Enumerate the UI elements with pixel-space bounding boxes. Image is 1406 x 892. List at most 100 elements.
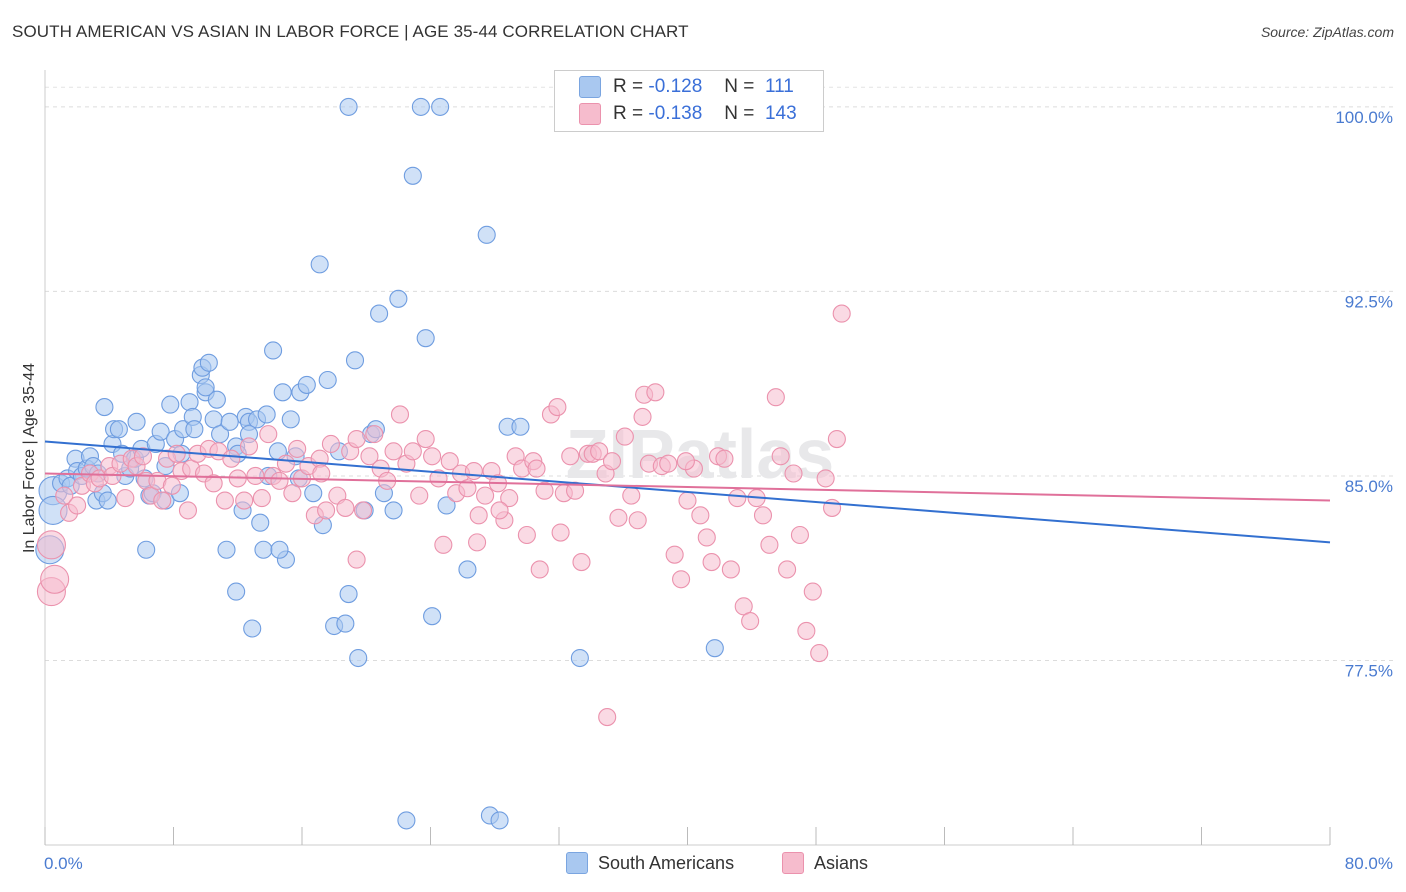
asian-point <box>464 461 483 481</box>
data-points <box>35 97 851 830</box>
asian-point <box>246 466 265 486</box>
south-american-point <box>403 166 422 185</box>
south-american-point <box>304 484 323 503</box>
asian-point <box>312 464 331 483</box>
asian-point <box>760 535 779 554</box>
asian-point <box>827 429 846 449</box>
series-legend: South Americans Asians <box>0 852 1406 878</box>
south-american-point <box>217 540 236 559</box>
n-label: N = <box>724 103 755 124</box>
south-american-point <box>95 398 114 417</box>
r-value: -0.138 <box>648 103 703 124</box>
asian-point <box>551 523 570 542</box>
legend-south-americans[interactable]: South Americans <box>566 852 734 874</box>
asian-point <box>500 489 519 508</box>
asian-point <box>259 425 278 444</box>
asian-point <box>384 442 403 461</box>
asian-point <box>561 447 580 466</box>
south-american-point <box>281 410 300 429</box>
asian-point <box>741 612 760 631</box>
r-label: R = <box>613 76 644 97</box>
x-tick-label: 0.0% <box>44 854 83 873</box>
south-american-point <box>127 412 146 431</box>
south-american-point <box>349 648 368 668</box>
asian-point <box>527 459 546 478</box>
south-american-point <box>310 255 329 274</box>
asian-point <box>239 437 259 456</box>
grid-lines <box>45 86 1395 661</box>
asian-point <box>615 427 634 446</box>
asian-point <box>790 525 809 545</box>
asian-point <box>721 560 740 579</box>
asian-point <box>416 429 435 449</box>
legend-label: Asians <box>814 852 869 873</box>
south-american-point <box>437 496 456 515</box>
south-american-point <box>705 639 724 658</box>
legend-label: South Americans <box>598 852 735 873</box>
south-american-point <box>570 648 589 668</box>
south-american-point <box>98 491 117 510</box>
asian-point <box>678 491 697 510</box>
asian-point <box>784 464 803 483</box>
asian-point <box>646 383 665 402</box>
asian-point <box>353 501 373 520</box>
south-american-point <box>318 370 337 390</box>
south-american-point <box>180 393 199 412</box>
asian-point <box>36 530 66 560</box>
asian-point <box>178 501 198 520</box>
asian-point <box>162 476 181 495</box>
asian-point <box>490 501 509 520</box>
south-american-point <box>336 614 355 633</box>
n-value: 143 <box>764 103 797 124</box>
asian-point <box>628 511 647 530</box>
asian-point <box>517 525 536 545</box>
south-american-point <box>257 405 276 424</box>
asian-point <box>609 508 628 527</box>
asian-point <box>530 560 549 579</box>
asian-point <box>691 506 710 525</box>
south-american-point <box>161 395 180 414</box>
asian-point <box>360 447 379 466</box>
south-american-point <box>196 378 215 397</box>
asian-point <box>702 553 721 572</box>
south-american-point <box>151 422 170 441</box>
asian-point <box>832 304 851 323</box>
south-american-point <box>458 560 477 579</box>
stats-legend: R = -0.128 N = 111 R = -0.138 N = 143 <box>554 70 824 132</box>
legend-asians[interactable]: Asians <box>782 852 868 874</box>
asian-point <box>468 533 487 552</box>
south-americans-swatch <box>566 852 588 874</box>
asian-point <box>816 469 835 488</box>
legend-row-south-americans: R = -0.128 N = 111 <box>579 75 794 99</box>
axes <box>44 70 1331 846</box>
asian-point <box>590 442 609 461</box>
asian-point <box>548 398 567 417</box>
south-american-point <box>199 353 218 372</box>
y-tick-label: 100.0% <box>1335 108 1393 127</box>
asian-point <box>633 407 652 426</box>
chart-title: SOUTH AMERICAN VS ASIAN IN LABOR FORCE |… <box>12 22 689 41</box>
south-american-point <box>220 412 239 431</box>
south-american-point <box>477 225 496 244</box>
asian-point <box>270 471 289 490</box>
asians-swatch <box>782 852 804 874</box>
south-american-point <box>397 811 416 830</box>
asian-point <box>365 425 384 444</box>
asian-point <box>252 489 271 508</box>
south-american-point <box>270 540 289 559</box>
south-american-point <box>490 811 509 830</box>
south-american-point <box>207 390 226 409</box>
south-american-point <box>411 97 430 116</box>
asian-point <box>622 486 641 505</box>
asian-point <box>167 444 186 463</box>
asian-point <box>458 479 477 498</box>
south-american-point <box>264 341 283 360</box>
south-american-point <box>251 513 270 532</box>
south-american-point <box>431 97 450 116</box>
y-axis-title: In Labor Force | Age 35-44 <box>21 363 38 553</box>
south-american-point <box>254 540 273 559</box>
asian-point <box>235 491 254 510</box>
tick-labels: 77.5% 85.0% 92.5% 100.0% 0.0% 80.0% <box>44 108 1393 873</box>
r-value: -0.128 <box>648 76 703 97</box>
